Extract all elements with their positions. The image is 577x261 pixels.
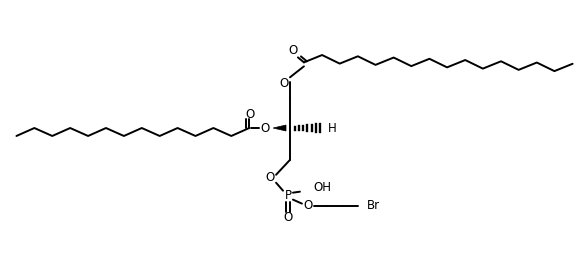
Text: O: O: [265, 171, 275, 184]
Polygon shape: [273, 125, 286, 131]
Text: O: O: [283, 211, 293, 224]
Text: P: P: [284, 189, 291, 202]
Text: O: O: [279, 77, 288, 90]
Text: H: H: [327, 122, 336, 134]
Text: O: O: [260, 122, 270, 134]
Text: O: O: [304, 199, 313, 212]
Text: OH: OH: [314, 181, 332, 194]
Text: Br: Br: [366, 199, 380, 212]
Text: O: O: [246, 108, 255, 121]
Text: O: O: [288, 44, 298, 57]
